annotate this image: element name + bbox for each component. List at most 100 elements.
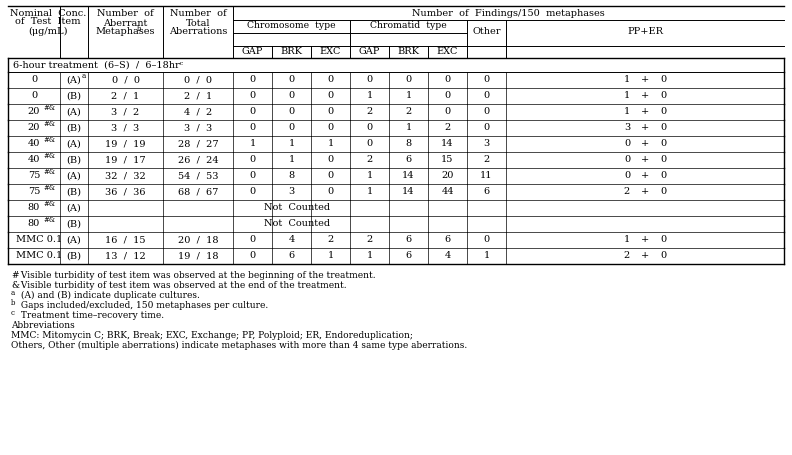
Text: 6-hour treatment  (6–S)  /  6–18hrᶜ: 6-hour treatment (6–S) / 6–18hrᶜ xyxy=(13,61,183,70)
Text: 1: 1 xyxy=(288,156,295,165)
Text: Visible turbidity of test item was observed at the beginning of the treatment.: Visible turbidity of test item was obser… xyxy=(18,271,375,280)
Text: 0: 0 xyxy=(444,76,451,85)
Text: 6: 6 xyxy=(406,252,412,261)
Text: +: + xyxy=(641,140,649,148)
Text: MMC: Mitomycin C; BRK, Break; EXC, Exchange; PP, Polyploid; ER, Endoreduplicatio: MMC: Mitomycin C; BRK, Break; EXC, Excha… xyxy=(11,331,413,340)
Text: (A): (A) xyxy=(67,236,82,244)
Text: 0: 0 xyxy=(249,123,256,132)
Text: Gaps included/excluded, 150 metaphases per culture.: Gaps included/excluded, 150 metaphases p… xyxy=(18,301,268,310)
Text: 1: 1 xyxy=(406,123,412,132)
Text: Aberrations: Aberrations xyxy=(169,27,227,36)
Text: #&: #& xyxy=(43,168,55,177)
Text: 0: 0 xyxy=(660,123,666,132)
Text: c: c xyxy=(11,309,15,317)
Text: Number  of: Number of xyxy=(169,10,227,19)
Text: 1: 1 xyxy=(249,140,256,148)
Text: Abbreviations: Abbreviations xyxy=(11,321,74,330)
Text: EXC: EXC xyxy=(437,47,459,56)
Text: #&: #& xyxy=(43,217,55,224)
Text: 0: 0 xyxy=(624,140,630,148)
Text: 19  /  19: 19 / 19 xyxy=(105,140,146,148)
Text: (B): (B) xyxy=(67,156,82,165)
Text: 0: 0 xyxy=(660,107,666,116)
Text: 14: 14 xyxy=(402,172,415,181)
Text: 0: 0 xyxy=(31,91,37,101)
Text: 13  /  12: 13 / 12 xyxy=(105,252,146,261)
Text: 0: 0 xyxy=(660,236,666,244)
Text: 0: 0 xyxy=(288,76,295,85)
Text: 2: 2 xyxy=(624,252,630,261)
Text: 0: 0 xyxy=(483,107,489,116)
Text: 44: 44 xyxy=(441,187,454,197)
Text: 0: 0 xyxy=(288,91,295,101)
Text: 20: 20 xyxy=(441,172,454,181)
Text: #&: #& xyxy=(43,136,55,145)
Text: 20: 20 xyxy=(28,107,40,116)
Text: 0: 0 xyxy=(660,252,666,261)
Text: 0: 0 xyxy=(367,123,372,132)
Text: BRK: BRK xyxy=(398,47,420,56)
Text: 0: 0 xyxy=(327,91,333,101)
Text: 0: 0 xyxy=(444,91,451,101)
Text: 0: 0 xyxy=(483,236,489,244)
Text: 6: 6 xyxy=(406,156,412,165)
Text: 11: 11 xyxy=(480,172,493,181)
Text: EXC: EXC xyxy=(320,47,341,56)
Text: 2: 2 xyxy=(367,107,372,116)
Text: +: + xyxy=(641,123,649,132)
Text: (B): (B) xyxy=(67,91,82,101)
Text: 19  /  17: 19 / 17 xyxy=(105,156,146,165)
Text: 0: 0 xyxy=(624,172,630,181)
Text: 0: 0 xyxy=(660,76,666,85)
Text: 0: 0 xyxy=(367,140,372,148)
Text: +: + xyxy=(641,172,649,181)
Text: PP+ER: PP+ER xyxy=(627,27,663,36)
Text: 0: 0 xyxy=(249,107,256,116)
Text: (A): (A) xyxy=(67,203,82,212)
Text: MMC 0.1: MMC 0.1 xyxy=(16,252,62,261)
Text: 0: 0 xyxy=(249,156,256,165)
Text: 3  /  3: 3 / 3 xyxy=(112,123,139,132)
Text: 0: 0 xyxy=(249,172,256,181)
Text: 0: 0 xyxy=(660,140,666,148)
Text: 3: 3 xyxy=(288,187,295,197)
Text: 3  /  2: 3 / 2 xyxy=(112,107,139,116)
Text: (B): (B) xyxy=(67,187,82,197)
Text: 0: 0 xyxy=(624,156,630,165)
Text: #&: #& xyxy=(43,105,55,112)
Text: 0: 0 xyxy=(249,76,256,85)
Text: Not  Counted: Not Counted xyxy=(264,219,330,228)
Text: 6: 6 xyxy=(483,187,489,197)
Text: 0: 0 xyxy=(249,252,256,261)
Text: 0: 0 xyxy=(327,156,333,165)
Text: 1: 1 xyxy=(367,91,372,101)
Text: 20  /  18: 20 / 18 xyxy=(177,236,219,244)
Text: 32  /  32: 32 / 32 xyxy=(105,172,146,181)
Text: +: + xyxy=(641,156,649,165)
Text: 0: 0 xyxy=(660,172,666,181)
Text: (A) and (B) indicate duplicate cultures.: (A) and (B) indicate duplicate cultures. xyxy=(18,291,200,300)
Text: Treatment time–recovery time.: Treatment time–recovery time. xyxy=(18,311,164,320)
Text: 4  /  2: 4 / 2 xyxy=(184,107,212,116)
Text: 1: 1 xyxy=(367,172,372,181)
Text: Aberrant: Aberrant xyxy=(103,19,147,27)
Text: 14: 14 xyxy=(441,140,454,148)
Text: 2  /  1: 2 / 1 xyxy=(112,91,139,101)
Text: 19  /  18: 19 / 18 xyxy=(177,252,219,261)
Text: +: + xyxy=(641,76,649,85)
Text: 16  /  15: 16 / 15 xyxy=(105,236,146,244)
Text: 75: 75 xyxy=(28,172,40,181)
Text: GAP: GAP xyxy=(359,47,380,56)
Text: BRK: BRK xyxy=(280,47,303,56)
Text: 6: 6 xyxy=(406,236,412,244)
Text: 2: 2 xyxy=(367,156,372,165)
Text: b: b xyxy=(11,299,16,307)
Text: 20: 20 xyxy=(28,123,40,132)
Text: Number  of: Number of xyxy=(97,10,154,19)
Text: 1: 1 xyxy=(406,91,412,101)
Text: +: + xyxy=(641,107,649,116)
Text: 0: 0 xyxy=(483,76,489,85)
Text: 0: 0 xyxy=(249,91,256,101)
Text: &: & xyxy=(11,281,19,290)
Text: 80: 80 xyxy=(28,203,40,212)
